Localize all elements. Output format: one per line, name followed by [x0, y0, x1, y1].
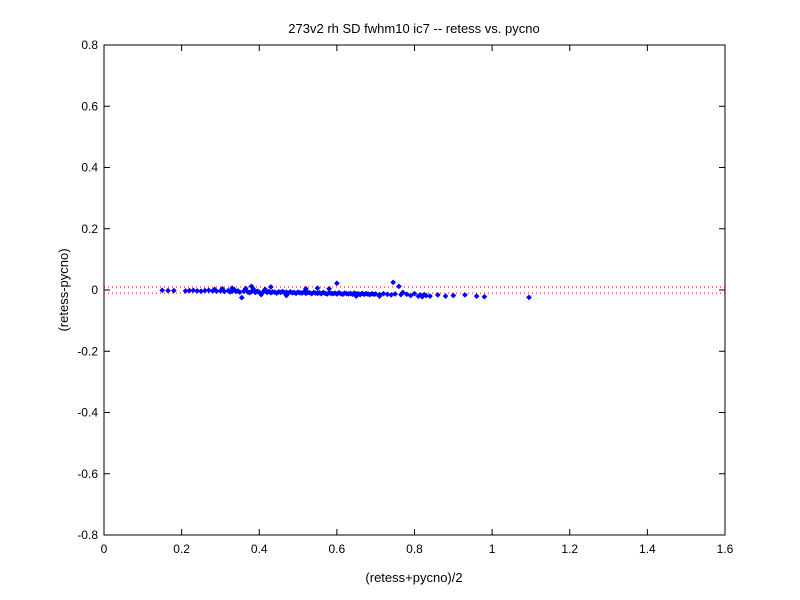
data-point	[473, 293, 480, 300]
y-tick-label: -0.8	[77, 528, 98, 542]
data-point	[229, 285, 236, 292]
data-point	[427, 293, 433, 300]
y-tick-labels: -0.8 -0.6 -0.4 -0.2 0 0.2 0.4 0.6 0.8	[77, 38, 98, 542]
data-point	[434, 291, 441, 298]
data-point	[248, 283, 255, 290]
data-point	[159, 287, 166, 294]
data-point	[302, 285, 309, 292]
data-point	[462, 291, 468, 298]
data-point	[372, 291, 379, 297]
chart-title: 273v2 rh SD fwhm10 ic7 -- retess vs. pyc…	[288, 21, 539, 36]
data-point	[390, 279, 397, 286]
x-tick-label: 1.4	[639, 542, 656, 556]
y-tick-label: -0.2	[77, 344, 98, 358]
data-point	[423, 292, 430, 299]
data-point	[407, 292, 414, 299]
data-point	[450, 292, 457, 299]
x-tick-label: 0.8	[406, 542, 423, 556]
y-tick-label: -0.6	[77, 467, 98, 481]
x-tick-label: 1	[489, 542, 496, 556]
data-point	[481, 293, 488, 300]
data-point	[190, 287, 197, 294]
x-tick-label: 0.6	[329, 542, 346, 556]
axis-ticks	[103, 44, 726, 536]
data-point	[380, 290, 387, 297]
data-point	[205, 287, 212, 294]
x-tick-labels: 0 0.2 0.4 0.6 0.8 1 1.2 1.4 1.6	[101, 542, 734, 556]
data-point	[396, 283, 402, 290]
x-axis-label: (retess+pycno)/2	[365, 570, 462, 585]
x-tick-label: 0.2	[173, 542, 190, 556]
data-point	[403, 291, 410, 298]
data-point	[411, 290, 418, 297]
y-tick-label: 0	[91, 283, 98, 297]
plot-area	[103, 44, 726, 536]
x-tick-label: 1.2	[561, 542, 578, 556]
y-tick-label: 0.4	[81, 161, 98, 175]
y-tick-label: -0.4	[77, 406, 98, 420]
data-point	[376, 293, 383, 300]
y-tick-label: 0.8	[81, 38, 98, 52]
data-point	[442, 293, 449, 300]
data-point	[326, 285, 333, 292]
data-point	[392, 291, 399, 297]
x-tick-label: 1.6	[717, 542, 734, 556]
data-point	[267, 283, 274, 290]
data-point	[238, 294, 245, 301]
y-axis-label: (retess-pycno)	[56, 248, 71, 331]
data-point	[353, 293, 360, 300]
y-tick-label: 0.2	[81, 222, 98, 236]
x-tick-label: 0	[101, 542, 108, 556]
y-tick-label: 0.6	[81, 99, 98, 113]
data-points	[159, 279, 532, 301]
data-point	[283, 292, 290, 299]
data-point	[314, 285, 321, 292]
data-point	[388, 291, 395, 298]
data-point	[333, 280, 340, 287]
data-point	[399, 289, 406, 296]
data-point	[526, 294, 532, 301]
data-point	[165, 287, 171, 294]
data-point	[194, 287, 201, 294]
data-point	[384, 291, 391, 298]
x-tick-label: 0.4	[251, 542, 268, 556]
data-point	[170, 287, 177, 294]
